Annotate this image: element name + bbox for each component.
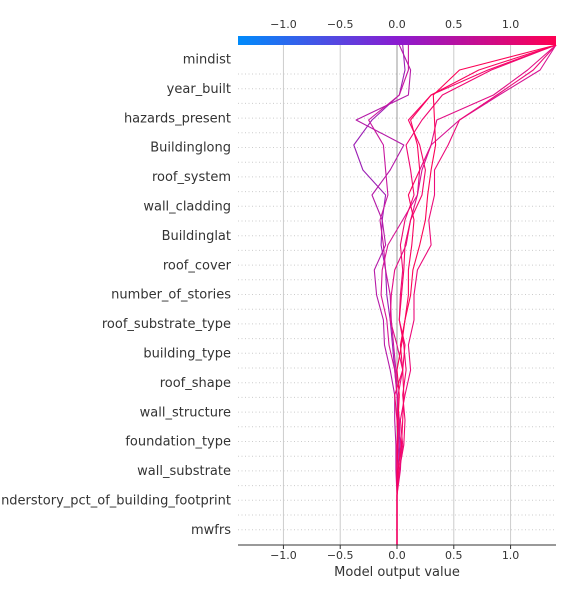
bottom-tick-label: −1.0: [270, 549, 297, 562]
feature-label: wall_structure: [140, 405, 231, 420]
bottom-tick-label: 0.5: [445, 549, 463, 562]
x-axis-label: Model output value: [334, 565, 460, 580]
feature-label: roof_system: [152, 170, 231, 185]
feature-label: roof_substrate_type: [102, 317, 231, 332]
feature-label: foundation_type: [125, 435, 231, 450]
feature-label: mwfrs: [191, 523, 231, 538]
bottom-tick-label: −0.5: [327, 549, 354, 562]
feature-label: year_built: [167, 82, 231, 97]
feature-label: building_type: [143, 347, 231, 362]
decision-line: [396, 44, 557, 545]
top-tick-label: −0.5: [327, 18, 354, 31]
feature-label: wall_substrate: [137, 464, 231, 479]
feature-label: hazards_present: [124, 111, 231, 126]
bottom-tick-label: 0.0: [388, 549, 406, 562]
feature-label: wall_cladding: [143, 200, 231, 215]
bottom-tick-label: 1.0: [502, 549, 520, 562]
feature-label: roof_shape: [160, 376, 231, 391]
colorbar: [238, 36, 556, 45]
feature-label: Buildinglong: [150, 141, 231, 156]
feature-label: mindist: [183, 53, 231, 68]
decision-line: [380, 44, 557, 545]
decision-line: [396, 44, 557, 545]
top-tick-label: −1.0: [270, 18, 297, 31]
feature-label: Buildinglat: [162, 229, 231, 244]
decision-line: [394, 44, 557, 545]
feature-label: roof_cover: [163, 258, 232, 273]
feature-label: number_of_stories: [111, 288, 231, 303]
top-tick-label: 0.0: [388, 18, 406, 31]
top-tick-label: 0.5: [445, 18, 463, 31]
decision-line: [355, 44, 412, 545]
decision-line: [396, 44, 557, 545]
feature-label: understory_pct_of_building_footprint: [0, 494, 231, 509]
top-tick-label: 1.0: [502, 18, 520, 31]
